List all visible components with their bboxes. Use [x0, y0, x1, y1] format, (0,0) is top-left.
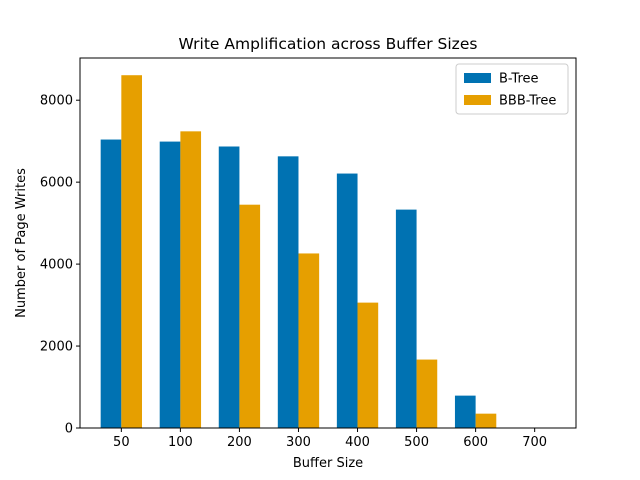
bar-b-tree-600: [454, 395, 476, 428]
x-tick-label: 100: [168, 435, 193, 450]
x-tick-label: 50: [113, 435, 130, 450]
bar-bbb-tree-500: [416, 359, 438, 428]
bar-bbb-tree-50: [121, 75, 142, 429]
y-tick-label: 6000: [40, 176, 73, 191]
bar-b-tree-100: [159, 141, 181, 428]
bar-bbb-tree-300: [298, 253, 320, 428]
x-tick-label: 400: [345, 435, 370, 450]
x-axis-ticks: 50 100 200 300 400 500 600 700: [113, 428, 547, 450]
plot-frame: [79, 57, 577, 429]
bar-bbb-tree-100: [180, 131, 202, 428]
legend-swatch: [464, 95, 491, 105]
chart-title: Write Amplification across Buffer Sizes: [179, 35, 478, 53]
x-tick-label: 700: [522, 435, 547, 450]
x-tick-label: 200: [227, 435, 252, 450]
legend-swatch: [464, 73, 491, 83]
y-tick-label: 2000: [40, 340, 73, 355]
bar-b-tree-50: [100, 139, 122, 429]
legend-label: B-Tree: [499, 72, 539, 87]
y-tick-label: 8000: [40, 94, 73, 109]
x-tick-label: 300: [286, 435, 311, 450]
y-tick-label: 4000: [40, 258, 73, 273]
x-tick-label: 600: [463, 435, 488, 450]
bar-bbb-tree-200: [239, 204, 261, 428]
bars-layer: [100, 75, 497, 429]
y-axis-ticks: 0 2000 4000 6000 8000: [40, 94, 80, 437]
y-axis-label: Number of Page Writes: [14, 168, 29, 318]
y-tick-label: 0: [65, 422, 73, 437]
bar-b-tree-400: [336, 173, 358, 428]
bar-bbb-tree-400: [357, 302, 379, 428]
x-tick-label: 500: [404, 435, 429, 450]
bar-b-tree-500: [395, 209, 417, 428]
bar-bbb-tree-600: [475, 413, 497, 428]
bar-b-tree-200: [218, 146, 240, 428]
bar-b-tree-300: [277, 156, 299, 428]
x-axis-label: Buffer Size: [293, 456, 363, 471]
legend: B-Tree BBB-Tree: [455, 63, 569, 115]
legend-label: BBB-Tree: [499, 94, 556, 109]
